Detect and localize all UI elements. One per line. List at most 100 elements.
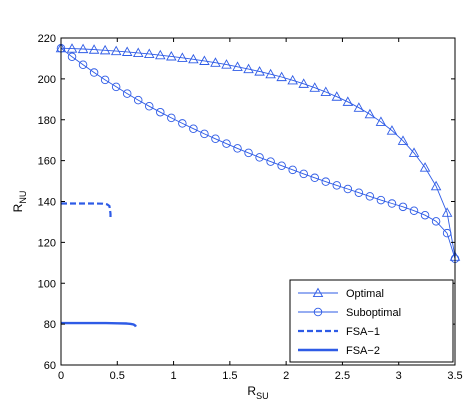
data-point [100,75,110,85]
data-point [310,173,319,183]
data-point [232,61,243,71]
data-point [155,49,166,60]
data-point [441,207,453,217]
series-line [60,47,456,257]
legend-marker [312,287,324,298]
data-point [375,116,387,126]
y-tick-label: 60 [44,360,56,372]
data-point [89,68,99,77]
data-point [276,71,287,82]
data-point [442,228,452,238]
data-point [376,195,386,205]
data-point [189,124,198,133]
data-point [354,188,364,197]
y-tick-label: 80 [44,319,56,331]
data-point [254,66,265,76]
data-point [331,91,343,101]
series-line [61,321,137,328]
y-axis-label-main: R [11,203,25,212]
data-point [398,202,408,212]
x-tick-label: 0.5 [110,370,125,382]
y-tick-label: 200 [38,74,56,86]
data-point [210,57,221,67]
data-point [166,50,177,61]
data-point [222,139,231,148]
legend-label: FSA−1 [346,326,380,338]
series-line [61,202,112,220]
series-3 [61,202,112,220]
data-point [332,181,342,190]
data-point [132,47,144,57]
data-point [211,134,220,144]
data-point [430,180,442,191]
data-point [321,177,331,186]
data-point [287,74,298,85]
data-point [177,52,188,62]
y-tick-label: 140 [38,197,56,209]
legend-marker [313,307,323,317]
data-point [67,52,77,62]
series-2 [56,43,460,263]
series-4 [61,321,137,328]
data-point [408,147,420,157]
x-tick-label: 1 [171,370,177,382]
legend-label: Optimal [346,288,384,300]
data-point [167,113,176,123]
y-tick-label: 120 [38,237,56,249]
data-point [255,153,264,162]
data-point [110,45,122,56]
data-point [431,217,441,226]
data-point [145,102,154,111]
data-point [364,108,376,119]
x-tick-label: 3.5 [447,370,462,382]
data-point [299,169,308,179]
data-point [342,96,354,106]
data-point [309,82,321,92]
x-tick-label: 2 [283,370,289,382]
data-point [88,44,100,54]
y-axis-label: RNU [11,191,28,213]
x-axis-label: RSU [247,384,268,401]
legend-label: FSA−2 [346,345,380,357]
data-point [66,43,78,53]
y-tick-label: 160 [38,156,56,168]
data-point [233,144,242,153]
data-point [298,78,309,88]
x-tick-label: 3 [396,370,402,382]
data-point [77,43,89,54]
x-axis-label-sub: SU [256,391,269,401]
series-1 [55,42,461,261]
data-point [143,48,155,58]
legend-label: Suboptimal [346,307,401,319]
x-tick-label: 0 [58,370,64,382]
data-point [409,206,419,215]
data-point [244,148,253,158]
x-axis-label-main: R [247,384,256,398]
data-point [243,63,254,74]
data-point [122,89,132,98]
y-tick-label: 100 [38,278,56,290]
data-point [387,199,397,208]
data-point [365,192,375,201]
data-point [78,60,88,70]
data-point [156,107,165,117]
data-point [420,210,430,220]
data-point [386,125,398,135]
data-point [133,95,143,105]
data-point [221,59,232,69]
data-point [288,165,297,175]
data-point [178,119,187,128]
data-point [111,82,121,92]
data-point [266,157,275,166]
data-point [121,46,133,56]
data-point [188,53,199,64]
data-point [419,162,431,172]
x-tick-label: 2.5 [335,370,350,382]
series-layer [55,42,461,328]
series-line [60,47,456,259]
legend: Optimal Suboptimal FSA−1 FSA−2 [289,279,454,363]
x-tick-label: 1.5 [222,370,237,382]
y-axis-label-sub: NU [18,191,28,204]
y-tick-label: 180 [38,115,56,127]
